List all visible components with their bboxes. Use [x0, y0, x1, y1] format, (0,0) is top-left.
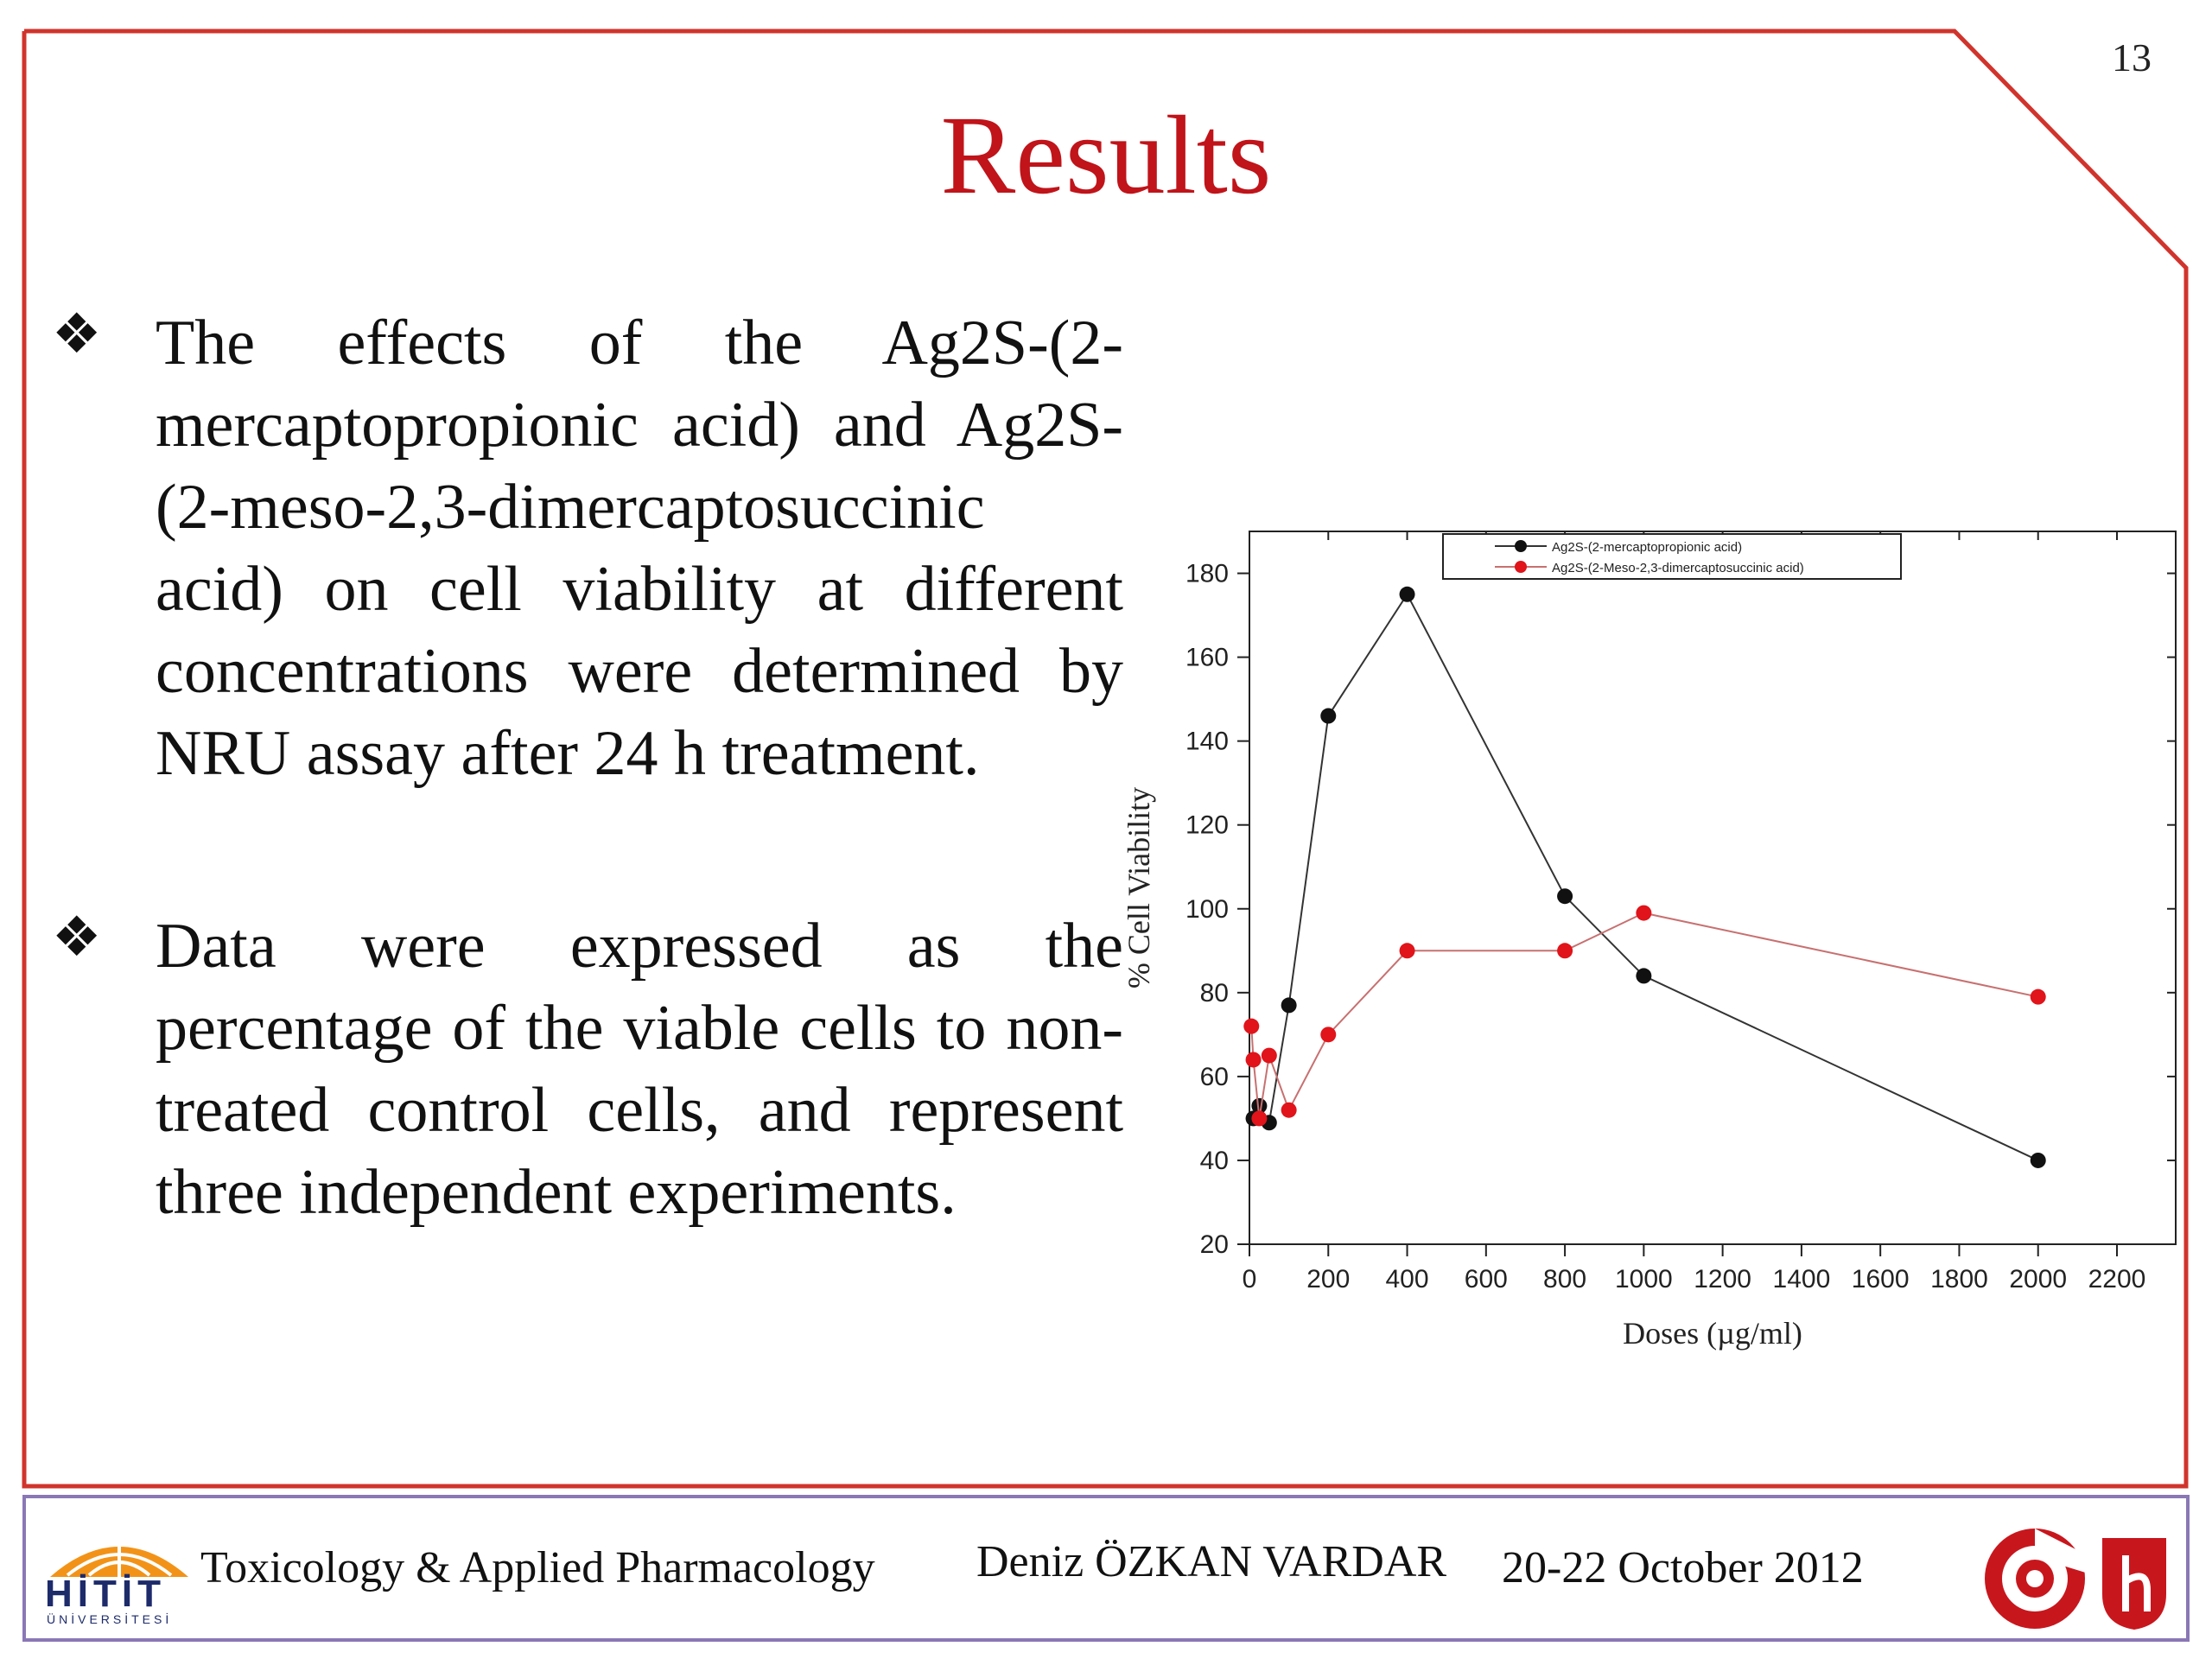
y-tick-label: 80: [1200, 979, 1229, 1007]
bullet-1: ❖ The effects of the Ag2S-(2-mercaptopro…: [52, 302, 1132, 789]
footer-department: Toxicology & Applied Pharmacology: [200, 1543, 875, 1592]
x-tick-label: 600: [1465, 1265, 1508, 1294]
y-tick-label: 60: [1200, 1063, 1229, 1091]
series-line-1: [1252, 592, 2039, 1161]
hitit-university-logo-icon: [50, 1542, 188, 1577]
four-diamond-bullet-icon: ❖: [52, 302, 102, 366]
data-point-series-1: [1320, 708, 1337, 724]
y-tick-label: 40: [1200, 1147, 1229, 1175]
y-axis-label: % Cell Viability: [1122, 787, 1156, 988]
footer-frame: [22, 1495, 2190, 1642]
x-tick-label: 800: [1543, 1265, 1586, 1294]
y-tick-label: 140: [1185, 728, 1229, 756]
y-tick-label: 100: [1185, 895, 1229, 924]
footer-date: 20-22 October 2012: [1502, 1543, 1864, 1592]
x-tick-label: 2000: [2009, 1265, 2067, 1294]
data-point-series-2: [1245, 1052, 1262, 1068]
data-point-series-1: [1636, 968, 1652, 984]
data-point-series-2: [1557, 943, 1573, 959]
x-tick-label: 0: [1243, 1265, 1257, 1294]
slide-title: Results: [940, 93, 1272, 218]
legend-entry: Ag2S-(2-mercaptopropionic acid): [1552, 540, 1742, 555]
x-tick-label: 1200: [1694, 1265, 1751, 1294]
x-tick-label: 200: [1306, 1265, 1350, 1294]
x-tick-label: 1800: [1930, 1265, 1988, 1294]
x-tick-label: 2200: [2088, 1265, 2146, 1294]
bullet-1-text: The effects of the Ag2S-(2-mercaptopropi…: [156, 308, 1123, 789]
data-point-series-2: [1281, 1102, 1297, 1118]
x-axis-label: Doses (µg/ml): [1623, 1316, 1802, 1351]
y-tick-label: 180: [1185, 560, 1229, 588]
data-point-series-2: [1261, 1047, 1277, 1064]
data-point-series-2: [1320, 1027, 1337, 1043]
x-tick-label: 1400: [1773, 1265, 1831, 1294]
congress-logo-icon: [1985, 1529, 2091, 1629]
data-point-series-2: [2030, 988, 2046, 1005]
data-point-series-1: [1399, 586, 1415, 602]
plot-area: [1249, 531, 2177, 1245]
data-point-series-1: [1251, 1097, 1268, 1114]
data-point-series-2: [1636, 905, 1652, 921]
data-point-series-2: [1243, 1018, 1260, 1034]
bullet-2: ❖ Data were expressed as the percentage …: [52, 906, 1132, 1251]
bullet-2-text: Data were expressed as the percentage of…: [156, 911, 1123, 1228]
page-number: 13: [2112, 35, 2152, 79]
series-line-2: [1250, 912, 2038, 1119]
y-tick-label: 160: [1185, 644, 1229, 672]
cell-viability-chart: 0 200 400 600 800 1000 1200 1400 1600 1800 2000 220…: [1122, 531, 2177, 1351]
legend-entry: Ag2S-(2-Meso-2,3-dimercaptosuccinic acid…: [1552, 561, 1804, 575]
hitit-logo-subtitle: ÜNİVERSİTESİ: [47, 1612, 173, 1626]
four-diamond-bullet-icon: ❖: [52, 906, 102, 969]
legend-marker: [1515, 561, 1527, 573]
x-tick-label: 1000: [1615, 1265, 1673, 1294]
data-point-series-2: [1399, 943, 1415, 959]
data-point-series-1: [1557, 888, 1573, 905]
hacettepe-logo-icon: [2102, 1538, 2166, 1630]
data-point-series-1: [2030, 1152, 2046, 1168]
data-point-series-1: [1281, 997, 1297, 1014]
y-tick-label: 20: [1200, 1230, 1229, 1259]
footer-author: Deniz ÖZKAN VARDAR: [976, 1537, 1447, 1586]
x-tick-label: 1600: [1852, 1265, 1910, 1294]
data-point-series-2: [1251, 1110, 1268, 1127]
hitit-logo-word: HİTİT: [45, 1573, 166, 1615]
legend-marker: [1515, 540, 1527, 552]
y-tick-label: 120: [1185, 811, 1229, 840]
x-tick-label: 400: [1386, 1265, 1429, 1294]
